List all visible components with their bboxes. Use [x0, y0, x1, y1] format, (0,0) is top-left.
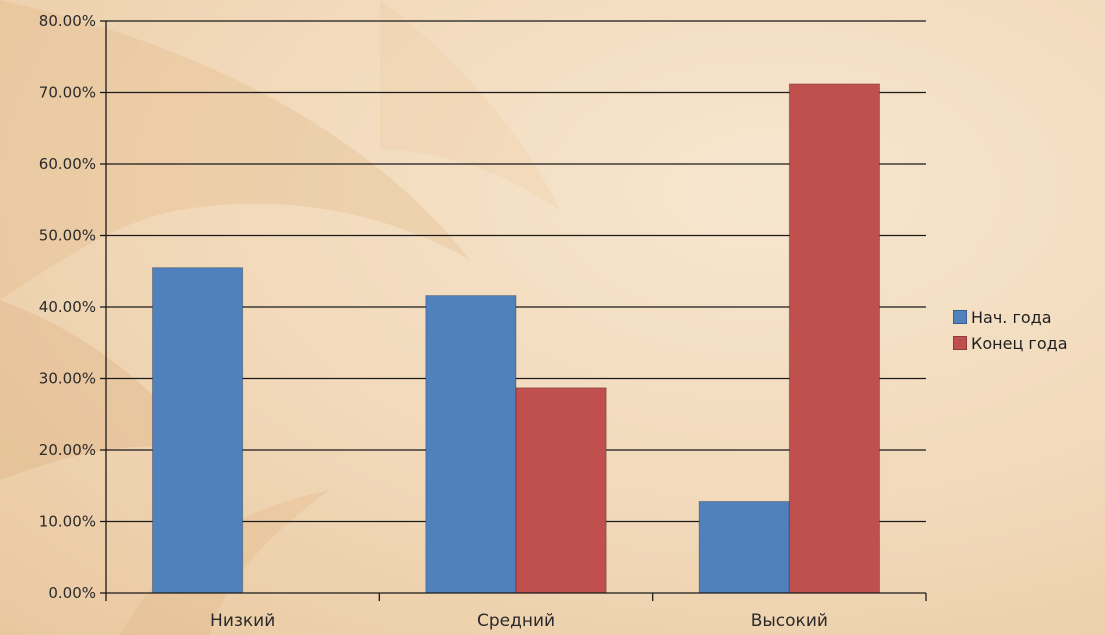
bar-start-2: [698, 500, 790, 594]
legend-label-end: Конец года: [971, 333, 1068, 353]
y-tick-label: 0.00%: [48, 584, 96, 602]
x-category-label: Средний: [477, 611, 555, 631]
legend-swatch-end: [953, 336, 967, 350]
legend: Нач. года Конец года: [953, 306, 1068, 358]
bar-start-0: [151, 267, 244, 594]
y-tick-label: 70.00%: [39, 84, 96, 102]
legend-item-end: Конец года: [953, 332, 1068, 354]
y-axis-tick-labels: 0.00% 10.00% 20.00% 30.00% 40.00% 50.00% 60.00…: [39, 12, 96, 602]
x-category-label: Низкий: [210, 611, 275, 631]
bars: [151, 83, 881, 594]
y-tick-label: 20.00%: [39, 441, 96, 459]
y-tick-label: 10.00%: [39, 513, 96, 531]
axes: [100, 20, 927, 601]
y-tick-label: 60.00%: [39, 155, 96, 173]
legend-label-start: Нач. года: [971, 307, 1052, 327]
x-category-label: Высокий: [751, 611, 828, 631]
y-tick-label: 50.00%: [39, 227, 96, 245]
legend-swatch-start: [953, 310, 967, 324]
bar-end-2: [788, 83, 881, 594]
x-axis-category-labels: Низкий Средний Высокий: [210, 611, 828, 631]
y-tick-label: 40.00%: [39, 298, 96, 316]
bar-start-1: [425, 295, 517, 594]
legend-item-start: Нач. года: [953, 306, 1068, 328]
y-tick-label: 30.00%: [39, 370, 96, 388]
bar-end-1: [515, 387, 607, 594]
y-tick-label: 80.00%: [39, 12, 96, 30]
